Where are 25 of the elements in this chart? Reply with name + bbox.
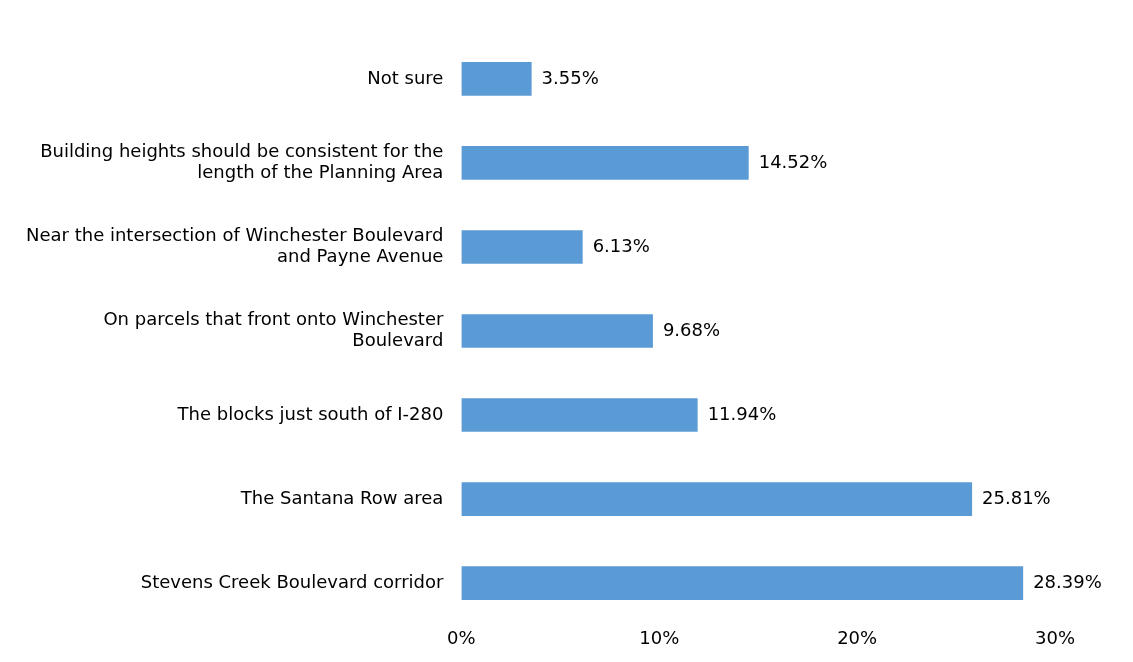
bar (461, 230, 583, 264)
y-tick-label: Near the intersection of Winchester Boulevard and Payne Avenue (26, 223, 444, 267)
x-tick-label: 0% (447, 626, 476, 648)
bar (461, 314, 653, 348)
data-label: 9.68% (662, 318, 721, 340)
x-tick-label: 20% (837, 626, 878, 648)
y-tick-label: Stevens Creek Boulevard corridor (140, 570, 444, 592)
data-label: 28.39% (1033, 570, 1102, 592)
data-label: 6.13% (592, 234, 650, 256)
data-label: 3.55% (541, 66, 599, 88)
bar (461, 482, 973, 516)
y-tick-label: The blocks just south of I-280 (176, 402, 444, 424)
x-tick-label: 10% (639, 626, 680, 648)
y-tick-label: On parcels that front onto Winchester Boulevard (103, 307, 444, 351)
data-label: 14.52% (758, 150, 828, 172)
bar (461, 566, 1024, 600)
x-tick-label: 30% (1034, 626, 1076, 648)
bar (461, 398, 698, 432)
y-tick-label: The Santana Row area (239, 486, 444, 508)
data-label: 25.81% (982, 486, 1051, 508)
bar (461, 62, 532, 96)
y-tick-label: Not sure (367, 66, 444, 88)
data-label: 11.94% (707, 402, 777, 424)
y-tick-label: Building heights should be consistent for the length of the Planning Area (40, 139, 444, 183)
bar (461, 146, 749, 180)
